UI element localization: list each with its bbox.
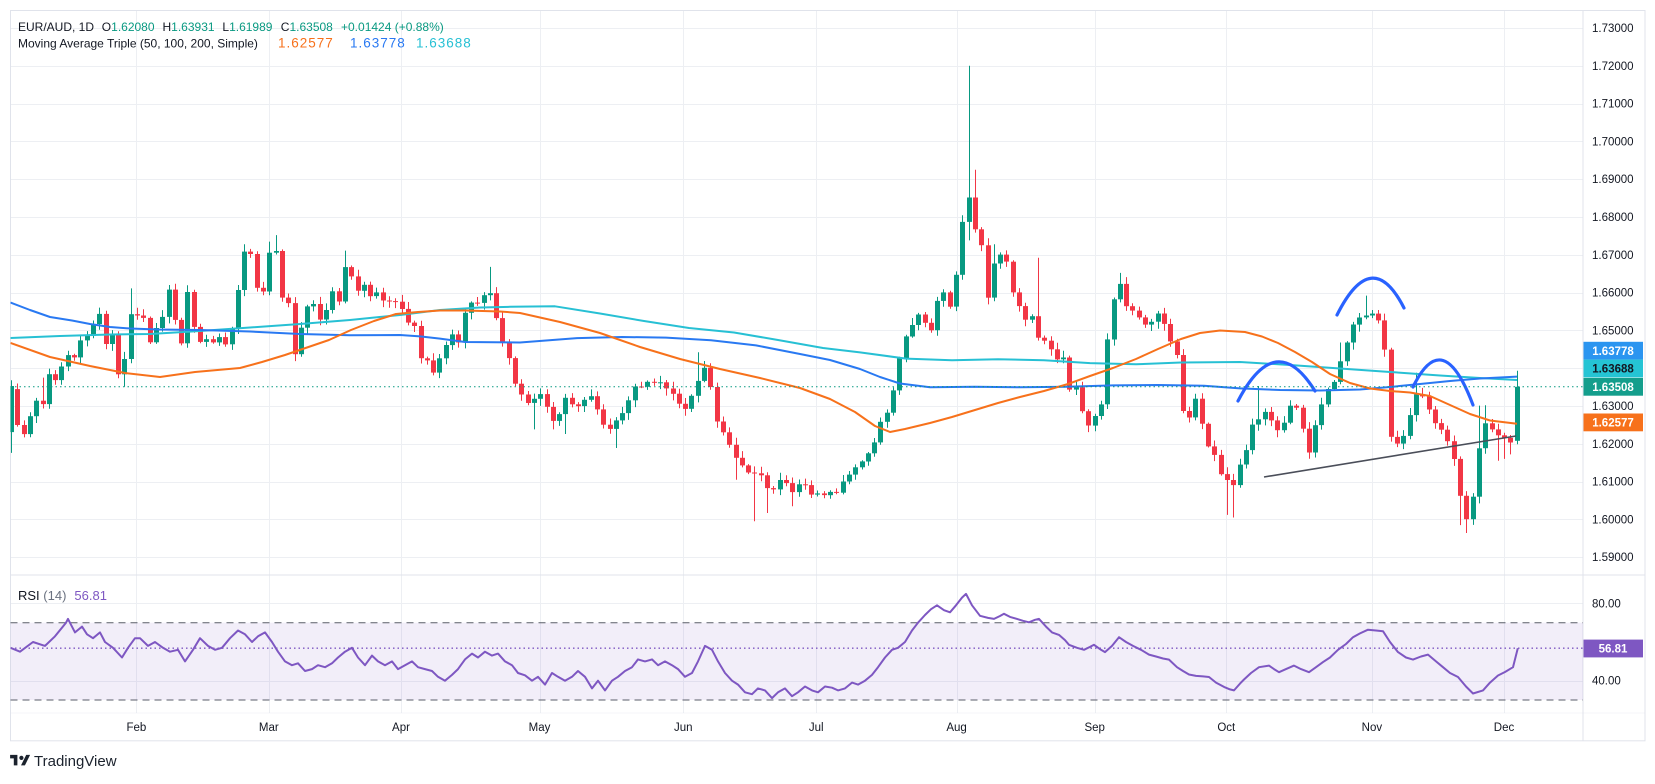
svg-text:C1.63508: C1.63508	[281, 20, 333, 34]
svg-text:1.73000: 1.73000	[1592, 23, 1634, 35]
svg-text:1.70000: 1.70000	[1592, 136, 1634, 148]
svg-text:1.67000: 1.67000	[1592, 250, 1634, 262]
svg-text:RSI (14)56.81: RSI (14) 56.81	[18, 588, 107, 603]
svg-text:Mar: Mar	[259, 722, 279, 734]
svg-text:1.69000: 1.69000	[1592, 174, 1634, 186]
svg-text:1.63688: 1.63688	[416, 36, 472, 51]
svg-text:1.63000: 1.63000	[1592, 401, 1634, 413]
svg-text:1.65000: 1.65000	[1592, 325, 1634, 337]
svg-text:1.62000: 1.62000	[1592, 439, 1634, 451]
svg-text:1.72000: 1.72000	[1592, 61, 1634, 73]
svg-text:Jul: Jul	[809, 722, 824, 734]
svg-text:Aug: Aug	[946, 722, 966, 734]
svg-text:1.60000: 1.60000	[1592, 514, 1634, 526]
svg-text:1.68000: 1.68000	[1592, 212, 1634, 224]
svg-text:Dec: Dec	[1494, 722, 1515, 734]
svg-text:L1.61989: L1.61989	[222, 20, 272, 34]
svg-text:40.00: 40.00	[1592, 676, 1621, 688]
svg-text:May: May	[529, 722, 551, 734]
svg-text:+0.01424 (+0.88%): +0.01424 (+0.88%)	[341, 20, 444, 34]
svg-text:1.63778: 1.63778	[350, 36, 406, 51]
svg-text:H1.63931: H1.63931	[163, 20, 215, 34]
svg-text:Moving Average Triple (50, 100: Moving Average Triple (50, 100, 200, Sim…	[18, 37, 258, 51]
svg-text:1.71000: 1.71000	[1592, 99, 1634, 111]
svg-text:O1.62080: O1.62080	[102, 20, 155, 34]
svg-text:TradingView: TradingView	[34, 753, 117, 770]
svg-text:Oct: Oct	[1217, 722, 1236, 734]
svg-text:1.62577: 1.62577	[1592, 418, 1634, 430]
svg-text:EUR/AUD, 1D: EUR/AUD, 1D	[18, 20, 94, 34]
svg-text:1.63688: 1.63688	[1592, 364, 1634, 376]
svg-text:80.00: 80.00	[1592, 598, 1621, 610]
svg-text:1.63778: 1.63778	[1592, 346, 1634, 358]
svg-text:1.66000: 1.66000	[1592, 288, 1634, 300]
svg-text:Sep: Sep	[1084, 722, 1104, 734]
svg-text:Feb: Feb	[126, 722, 146, 734]
svg-text:56.81: 56.81	[1599, 644, 1628, 656]
svg-text:Nov: Nov	[1362, 722, 1383, 734]
svg-text:1.59000: 1.59000	[1592, 552, 1634, 564]
svg-text:Jun: Jun	[674, 722, 693, 734]
svg-text:1.63508: 1.63508	[1592, 382, 1634, 394]
svg-text:Apr: Apr	[392, 722, 410, 734]
svg-text:1.62577: 1.62577	[278, 36, 334, 51]
svg-text:1.61000: 1.61000	[1592, 477, 1634, 489]
